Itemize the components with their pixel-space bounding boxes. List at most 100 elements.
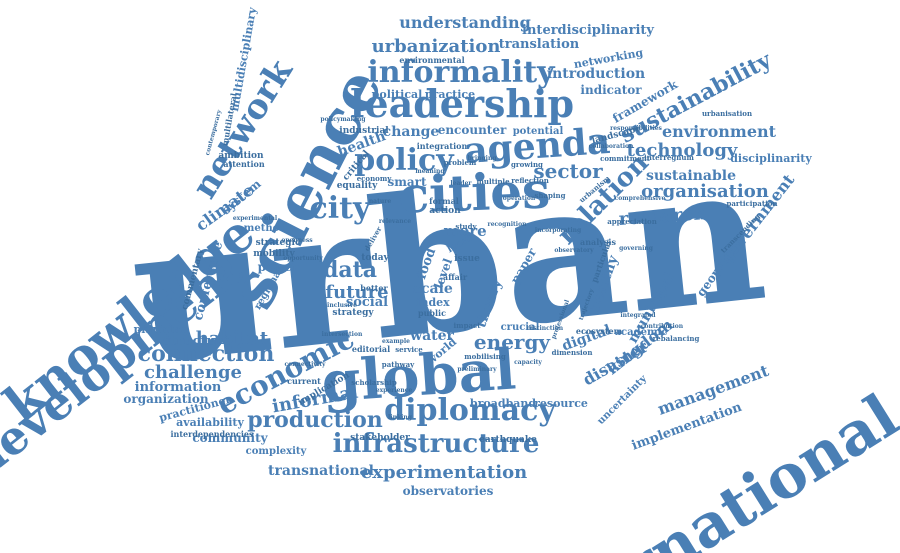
- word-production: production: [247, 407, 383, 433]
- word-connection: connection: [138, 341, 275, 367]
- word-service: service: [395, 345, 423, 354]
- word-infrastructure: infrastructure: [333, 429, 540, 459]
- word-action: action: [429, 206, 461, 216]
- word-political: political: [372, 88, 423, 101]
- word-organisation: organisation: [641, 181, 769, 202]
- word-challenge: challenge: [144, 362, 242, 383]
- word-sustainable: sustainable: [646, 168, 736, 184]
- word-pathway: pathway: [382, 360, 415, 369]
- word-better: better: [360, 283, 388, 293]
- word-incorporating: incorporating: [535, 227, 582, 234]
- word-smart: smart: [387, 175, 427, 189]
- word-introduction: introduction: [547, 66, 645, 82]
- word-stakeholder: stakeholder: [350, 433, 410, 443]
- word-problem: problem: [444, 158, 477, 167]
- word-current: current: [287, 376, 321, 386]
- word-academic: academic: [615, 327, 668, 338]
- word-cities: cities: [398, 160, 551, 224]
- word-operation: operation: [503, 195, 536, 202]
- word-earthquake: earthquake: [479, 435, 537, 445]
- word-contribution: contribution: [641, 323, 684, 330]
- word-water: water: [409, 328, 454, 344]
- word-disciplinarity: disciplinarity: [730, 152, 812, 165]
- word-method: method: [244, 223, 287, 234]
- word-affair: affair: [443, 272, 468, 282]
- word-power: power: [258, 260, 299, 274]
- word-interregnum: interregnum: [644, 153, 694, 162]
- word-potential: potential: [513, 126, 564, 137]
- word-mobility: mobility: [253, 249, 295, 259]
- word-future: future: [325, 282, 388, 303]
- word-equality: equality: [337, 181, 378, 191]
- word-urbanisation: urbanisation: [702, 109, 752, 118]
- word-distinction: distinction: [527, 325, 564, 332]
- word-observatory: observatory: [554, 247, 594, 254]
- word-comprehensive: comprehensive: [615, 195, 666, 202]
- word-encounter: encounter: [438, 123, 507, 137]
- word-observatories: observatories: [403, 484, 494, 498]
- word-availability: availability: [176, 416, 244, 429]
- word-planning: planning: [134, 323, 189, 336]
- word-economy: economy: [357, 174, 393, 183]
- word-leader: leader: [450, 180, 472, 187]
- word-global: global: [319, 336, 518, 415]
- word-habitat: habitat: [196, 328, 269, 349]
- word-study: study: [455, 222, 477, 231]
- word-energy: energy: [474, 330, 552, 354]
- word-commitment: commitment: [600, 154, 651, 163]
- word-issue: issue: [454, 254, 480, 264]
- word-strategy: strategy: [332, 308, 374, 318]
- word-integration: integration: [417, 141, 468, 151]
- word-organization: organization: [123, 392, 208, 406]
- word-scholarship: scholarship: [351, 378, 397, 387]
- word-agenda: agenda: [463, 120, 612, 172]
- word-formal: formal: [429, 196, 459, 206]
- word-responsibilities: responsibilities: [610, 125, 662, 132]
- word-policy: policy: [354, 143, 455, 178]
- word-capacity: capacity: [514, 359, 542, 366]
- word-strategic: strategic: [256, 238, 301, 248]
- word-bringing: bringing: [467, 155, 497, 162]
- word-leadership: leadership: [350, 81, 574, 126]
- word-broadband: broadband: [470, 397, 536, 410]
- word-editorial: editorial: [352, 344, 390, 354]
- word-change: change: [383, 124, 440, 140]
- word-transnational: transnational: [268, 463, 374, 479]
- word-multiple: multiple: [476, 177, 510, 186]
- word-meaning: meaning: [415, 168, 445, 175]
- word-inclusive: inclusive: [327, 302, 357, 309]
- word-attention: attention: [223, 159, 265, 169]
- word-experimental: experimental: [233, 215, 278, 222]
- word-sector: sector: [533, 159, 603, 183]
- word-openness: openness: [281, 237, 313, 244]
- word-ecosystem: ecosystem: [576, 326, 623, 336]
- word-impact: impact: [454, 321, 482, 330]
- word-interdependencies: interdependencies: [170, 429, 254, 439]
- word-technology: technology: [627, 140, 738, 161]
- word-community: community: [192, 431, 268, 445]
- word-ambition: ambition: [218, 151, 264, 161]
- word-structure: structure: [163, 334, 231, 349]
- word-nature: nature: [369, 198, 392, 205]
- word-understanding: understanding: [399, 13, 531, 32]
- word-relevance: relevance: [379, 218, 411, 225]
- word-social: social: [346, 295, 388, 310]
- word-resource: resource: [534, 397, 588, 410]
- word-governing: governing: [619, 245, 654, 252]
- word-index: index: [416, 296, 450, 309]
- word-participation: participation: [726, 199, 777, 208]
- word-indicator: indicator: [580, 83, 642, 97]
- word-collaboration: collaboration: [589, 143, 634, 150]
- word-urbanization: urbanization: [372, 36, 501, 57]
- word-today: today: [361, 253, 389, 263]
- word-experience: experience: [376, 387, 413, 394]
- word-intersection: intersection: [322, 331, 363, 338]
- word-analysis: analysis: [580, 237, 616, 247]
- word-shaping: shaping: [534, 191, 565, 200]
- word-opportunity: opportunity: [283, 255, 323, 262]
- word-data: data: [323, 257, 377, 283]
- word-practice: practice: [425, 88, 475, 101]
- word-experimentation: experimentation: [361, 462, 527, 483]
- word-industrial: industrial: [339, 126, 389, 136]
